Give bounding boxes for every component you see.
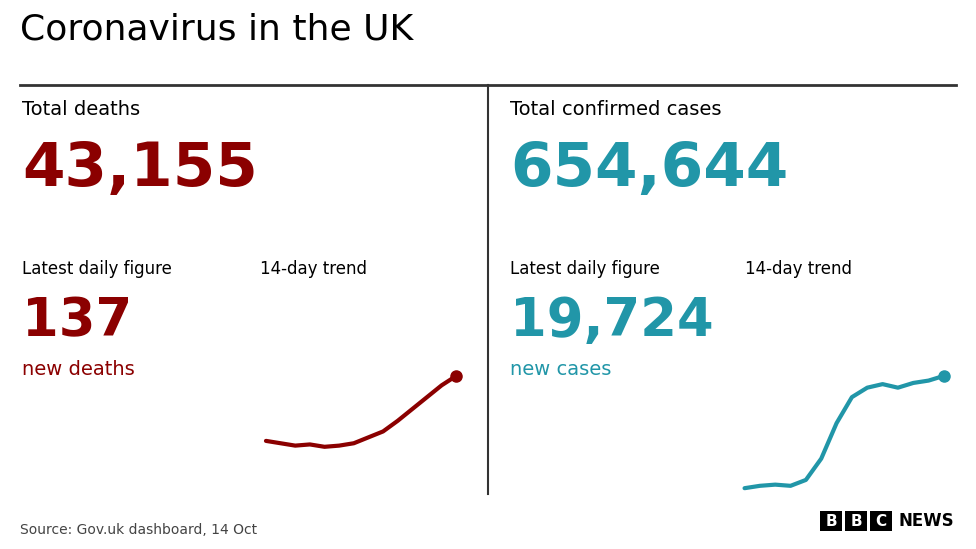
Text: new cases: new cases — [510, 360, 611, 379]
Text: Total deaths: Total deaths — [22, 100, 141, 119]
FancyBboxPatch shape — [870, 511, 892, 531]
Text: 43,155: 43,155 — [22, 140, 258, 199]
Text: Source: Gov.uk dashboard, 14 Oct: Source: Gov.uk dashboard, 14 Oct — [20, 523, 257, 537]
Text: 654,644: 654,644 — [510, 140, 789, 199]
Text: Latest daily figure: Latest daily figure — [510, 260, 660, 278]
Text: 14-day trend: 14-day trend — [260, 260, 367, 278]
Text: Latest daily figure: Latest daily figure — [22, 260, 172, 278]
Text: C: C — [875, 513, 886, 529]
FancyBboxPatch shape — [845, 511, 867, 531]
FancyBboxPatch shape — [820, 511, 842, 531]
Text: B: B — [825, 513, 836, 529]
Text: Total confirmed cases: Total confirmed cases — [510, 100, 721, 119]
Text: 19,724: 19,724 — [510, 295, 713, 347]
Text: Coronavirus in the UK: Coronavirus in the UK — [20, 12, 413, 46]
Text: new deaths: new deaths — [22, 360, 135, 379]
Text: NEWS: NEWS — [899, 512, 955, 530]
Text: 137: 137 — [22, 295, 133, 347]
Text: 14-day trend: 14-day trend — [745, 260, 852, 278]
Text: B: B — [850, 513, 862, 529]
